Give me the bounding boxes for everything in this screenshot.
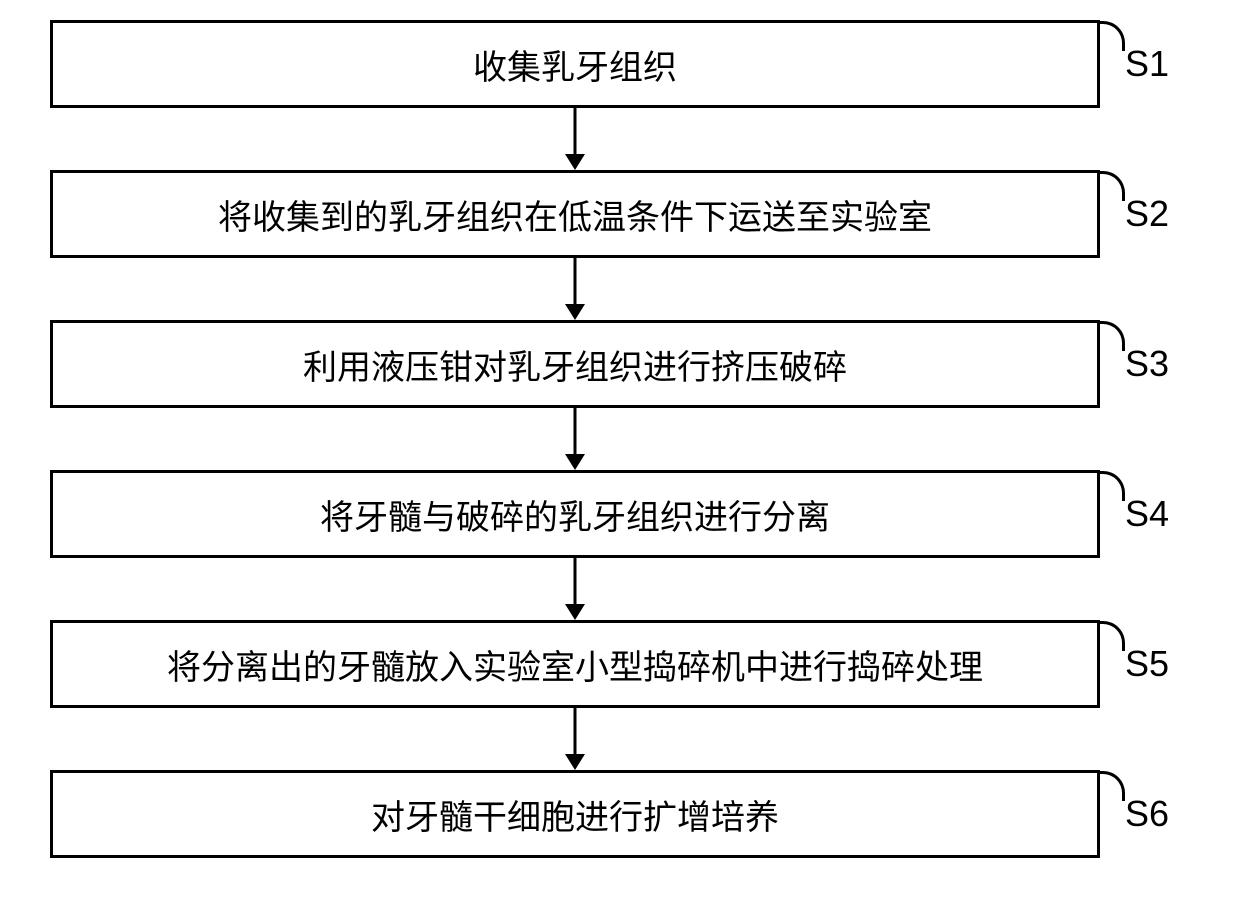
step-label: S5	[1125, 643, 1169, 685]
step-box-s2: 将收集到的乳牙组织在低温条件下运送至实验室 S2	[50, 170, 1100, 258]
label-connector	[1097, 471, 1125, 501]
arrow-line	[574, 708, 577, 756]
label-connector	[1097, 21, 1125, 51]
step-text: 对牙髓干细胞进行扩增培养	[371, 790, 779, 839]
step-text: 将分离出的牙髓放入实验室小型捣碎机中进行捣碎处理	[167, 640, 983, 689]
arrow-line	[574, 408, 577, 456]
step-text: 收集乳牙组织	[473, 40, 677, 89]
arrow-head-icon	[565, 604, 585, 620]
step-label: S3	[1125, 343, 1169, 385]
arrow-line	[574, 258, 577, 306]
arrow-head-icon	[565, 754, 585, 770]
step-box-s6: 对牙髓干细胞进行扩增培养 S6	[50, 770, 1100, 858]
step-label: S1	[1125, 43, 1169, 85]
step-box-s1: 收集乳牙组织 S1	[50, 20, 1100, 108]
step-label: S6	[1125, 793, 1169, 835]
step-text: 利用液压钳对乳牙组织进行挤压破碎	[303, 340, 847, 389]
step-label: S2	[1125, 193, 1169, 235]
arrow-line	[574, 558, 577, 606]
step-box-s4: 将牙髓与破碎的乳牙组织进行分离 S4	[50, 470, 1100, 558]
step-box-s5: 将分离出的牙髓放入实验室小型捣碎机中进行捣碎处理 S5	[50, 620, 1100, 708]
arrow	[50, 108, 1100, 170]
label-connector	[1097, 171, 1125, 201]
label-connector	[1097, 321, 1125, 351]
arrow-line	[574, 108, 577, 156]
step-text: 将牙髓与破碎的乳牙组织进行分离	[320, 490, 830, 539]
arrow-head-icon	[565, 454, 585, 470]
label-connector	[1097, 621, 1125, 651]
arrow	[50, 258, 1100, 320]
arrow	[50, 708, 1100, 770]
arrow	[50, 558, 1100, 620]
arrow-head-icon	[565, 154, 585, 170]
label-connector	[1097, 771, 1125, 801]
step-label: S4	[1125, 493, 1169, 535]
arrow	[50, 408, 1100, 470]
flowchart-container: 收集乳牙组织 S1 将收集到的乳牙组织在低温条件下运送至实验室 S2 利用液压钳…	[50, 20, 1190, 858]
step-box-s3: 利用液压钳对乳牙组织进行挤压破碎 S3	[50, 320, 1100, 408]
step-text: 将收集到的乳牙组织在低温条件下运送至实验室	[218, 190, 932, 239]
arrow-head-icon	[565, 304, 585, 320]
